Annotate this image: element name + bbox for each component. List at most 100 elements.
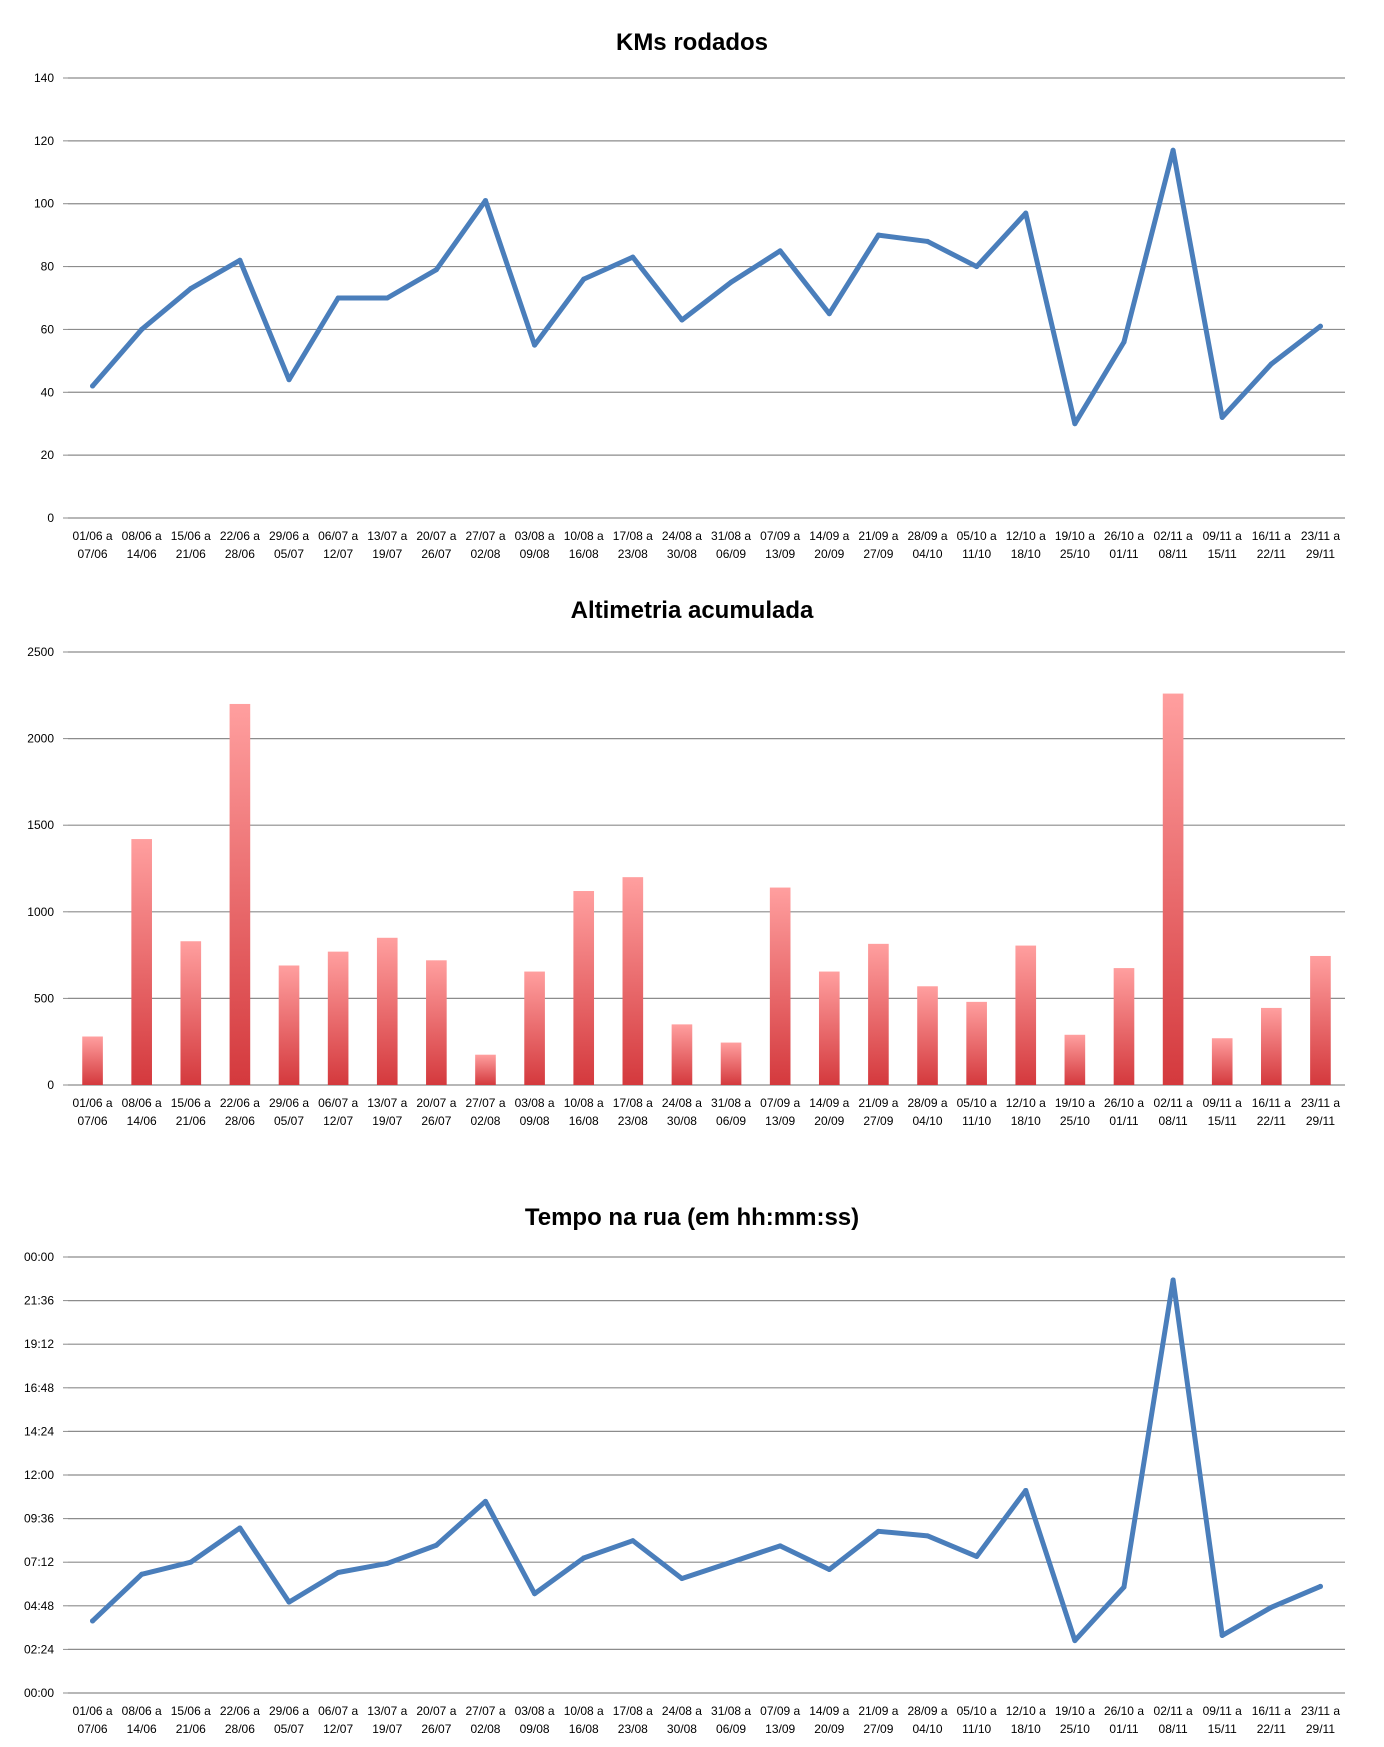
x-tick-label: 21/06 (176, 1114, 206, 1128)
data-point (875, 232, 881, 238)
y-tick-label: 2500 (27, 645, 54, 659)
y-tick-label: 1500 (27, 818, 54, 832)
x-tick-label: 14/09 a (809, 1704, 849, 1718)
x-tick-label: 02/11 a (1154, 1096, 1193, 1110)
chart-title: Tempo na rua (em hh:mm:ss) (525, 1204, 859, 1231)
chart-tempo-na-rua: Tempo na rua (em hh:mm:ss) 00:00 02:24 04:4… (0, 1185, 1384, 1745)
bar (278, 965, 300, 1085)
y-tick-label: 00:00 (24, 1250, 54, 1264)
data-point (826, 311, 832, 317)
bar (180, 941, 202, 1085)
x-tick-label: 17/08 a (613, 1096, 653, 1110)
bar (327, 951, 349, 1085)
series-line (90, 1277, 1323, 1644)
x-tick-label: 16/11 a (1252, 1096, 1291, 1110)
data-point (433, 1542, 439, 1548)
x-tick-label: 01/11 (1109, 1722, 1138, 1736)
x-tick-label: 26/10 a (1104, 1096, 1144, 1110)
chart-kms-rodados: KMs rodados 0 20 40 60 80 100 120 140 01/06 a 07/0… (0, 10, 1384, 570)
y-tick-label: 60 (41, 322, 55, 336)
x-tick-label: 16/11 a (1252, 529, 1291, 543)
x-tick-label: 17/08 a (613, 1704, 653, 1718)
x-tick-label: 24/08 a (662, 1096, 702, 1110)
x-tick-label: 11/10 (962, 1114, 991, 1128)
data-point (1072, 1638, 1078, 1644)
x-tick-label: 15/11 (1208, 547, 1237, 561)
bar (131, 839, 152, 1085)
data-point (925, 1533, 931, 1539)
x-tick-label: 28/09 a (907, 1096, 947, 1110)
x-tick-label: 19/07 (372, 1114, 402, 1128)
x-tick-label: 14/06 (127, 1114, 157, 1128)
x-tick-label: 27/07 a (465, 529, 505, 543)
x-tick-label: 13/07 a (367, 1096, 407, 1110)
x-tick-label: 03/08 a (515, 1096, 555, 1110)
x-tick-label: 16/11 a (1252, 1704, 1291, 1718)
x-tick-label: 29/06 a (269, 1096, 309, 1110)
data-point (433, 267, 439, 273)
data-point (679, 1576, 685, 1582)
x-tick-label: 06/09 (716, 547, 746, 561)
data-point (925, 238, 931, 244)
x-tick-label: 19/10 a (1055, 1704, 1095, 1718)
x-tick-label: 19/10 a (1055, 1096, 1095, 1110)
y-tick-label: 120 (34, 134, 54, 148)
y-tick-label: 07:12 (24, 1555, 54, 1569)
x-tick-label: 09/08 (520, 1722, 550, 1736)
bar (622, 877, 644, 1085)
data-point (1268, 361, 1274, 367)
y-tick-label: 20 (41, 448, 55, 462)
y-tick-label: 100 (34, 197, 54, 211)
data-point (139, 326, 145, 332)
x-tick-label: 28/06 (225, 547, 255, 561)
x-tick-label: 28/09 a (907, 1704, 947, 1718)
x-tick-label: 20/09 (814, 1114, 844, 1128)
x-tick-label: 28/06 (225, 1722, 255, 1736)
bar (229, 703, 251, 1085)
y-tick-label: 500 (34, 991, 54, 1005)
x-tick-label: 31/08 a (711, 1096, 751, 1110)
x-tick-label: 29/11 (1306, 1114, 1335, 1128)
data-point (728, 1559, 734, 1565)
y-tick-label: 0 (47, 1078, 54, 1092)
x-tick-label: 29/11 (1306, 547, 1335, 561)
x-tick-label: 25/10 (1060, 1114, 1090, 1128)
x-tick-label: 12/10 a (1006, 1704, 1046, 1718)
x-tick-label: 23/08 (618, 1114, 648, 1128)
bar (475, 1054, 496, 1085)
x-tick-label: 15/11 (1208, 1722, 1237, 1736)
y-tick-label: 2000 (27, 732, 54, 746)
data-point (482, 1498, 488, 1504)
x-tick-label: 18/10 (1011, 1114, 1041, 1128)
x-tick-label: 26/10 a (1104, 1704, 1144, 1718)
bar (720, 1042, 742, 1085)
x-tick-label: 24/08 a (662, 529, 702, 543)
data-point (1170, 1277, 1176, 1283)
bar (769, 887, 791, 1085)
data-point (1023, 1487, 1029, 1493)
x-tick-label: 25/10 (1060, 547, 1090, 561)
bar (524, 971, 545, 1085)
kms-rodados-svg: KMs rodados 0 20 40 60 80 100 120 140 01/06 a 07/0… (34, 29, 1345, 561)
data-point (728, 279, 734, 285)
data-point (1170, 147, 1176, 153)
x-tick-label: 09/11 a (1203, 1096, 1242, 1110)
x-tick-label: 05/07 (274, 1722, 304, 1736)
data-point (90, 383, 96, 389)
x-tick-label: 13/07 a (367, 529, 407, 543)
x-tick-label: 27/09 (863, 547, 893, 561)
x-tick-label: 07/06 (78, 1114, 108, 1128)
x-tick-label: 06/09 (716, 1114, 746, 1128)
x-tick-label: 26/07 (421, 547, 451, 561)
x-tick-label: 21/09 a (858, 1704, 898, 1718)
x-tick-label: 30/08 (667, 1114, 697, 1128)
y-tick-label: 16:48 (24, 1381, 54, 1395)
x-tick-label: 14/06 (127, 1722, 157, 1736)
data-point (139, 1571, 145, 1577)
x-tick-label: 11/10 (962, 547, 991, 561)
bar (573, 891, 595, 1085)
x-tick-label: 29/11 (1306, 1722, 1335, 1736)
data-point (1121, 339, 1127, 345)
x-tick-label: 05/07 (274, 1114, 304, 1128)
x-tick-label: 20/07 a (416, 529, 456, 543)
